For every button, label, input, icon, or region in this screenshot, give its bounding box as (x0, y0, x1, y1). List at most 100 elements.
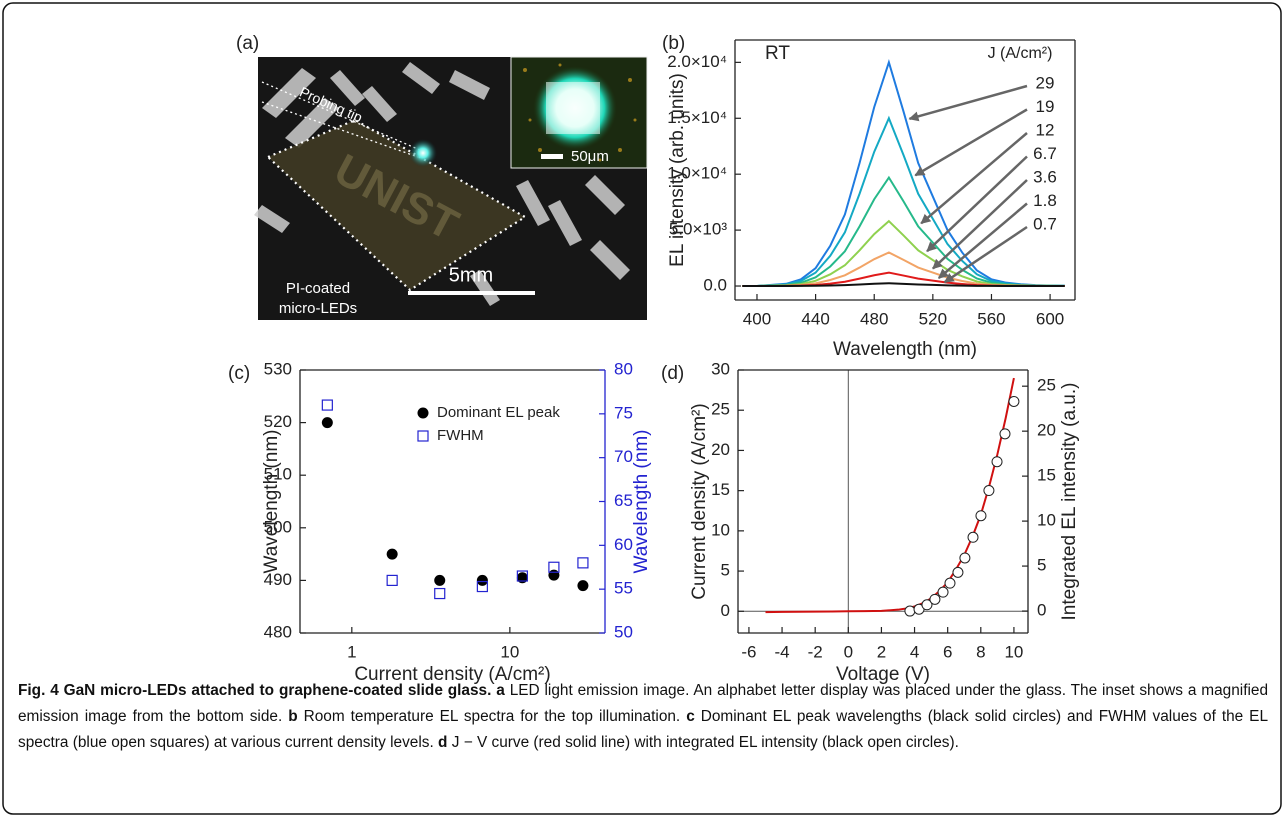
data-point (386, 548, 398, 560)
series-line (742, 251, 1065, 288)
y2-tick-label: 60 (614, 535, 633, 554)
y-tick-label: 25 (711, 400, 730, 419)
caption-label: a (496, 682, 505, 699)
legend-marker (417, 407, 429, 419)
x-tick-label: 6 (943, 642, 952, 661)
data-point (904, 605, 916, 617)
data-point (577, 580, 589, 592)
y-tick-label: 480 (264, 622, 292, 641)
x-tick-label: 400 (743, 309, 771, 328)
data-point (937, 586, 949, 598)
data-point (516, 570, 528, 582)
data-point (516, 572, 528, 584)
data-point (991, 456, 1003, 468)
y-tick-label: 15 (711, 480, 730, 499)
data-point (952, 566, 964, 578)
y-axis-label: Current density (A/cm²) (689, 403, 710, 599)
data-point (577, 557, 589, 569)
legend-arrow (943, 225, 1028, 284)
caption-text: LED light emission image. An alphabet le… (18, 682, 1269, 725)
y-tick-label: 0.0 (703, 276, 727, 295)
data-point (1008, 395, 1020, 407)
y2-tick-label: 0 (1037, 601, 1046, 620)
y2-axis-label: Integrated EL intensity (a.u.) (1059, 383, 1080, 621)
y-tick-label: 2.0×10⁴ (667, 52, 727, 71)
y2-axis-label: Wavelength (nm) (631, 430, 652, 574)
caption-text: Dominant EL peak wavelengths (black soli… (18, 708, 1269, 751)
legend-label: 3.6 (1033, 167, 1057, 186)
y2-tick-label: 55 (614, 579, 633, 598)
data-point (921, 599, 933, 611)
data-point (434, 574, 446, 586)
legend-label: Dominant EL peak (437, 404, 560, 421)
y-axis-label: EL intensity (arb. units) (667, 73, 688, 267)
x-tick-label: -6 (741, 642, 756, 661)
y-tick-label: 1.5×10⁴ (667, 108, 727, 127)
y2-tick-label: 15 (1037, 466, 1056, 485)
y2-tick-label: 70 (614, 447, 633, 466)
x-tick-label: 520 (919, 309, 947, 328)
x-tick-label: 4 (910, 642, 919, 661)
y-axis-label: Wavelength (nm) (261, 430, 282, 574)
data-point (929, 593, 941, 605)
x-tick-label: 0 (844, 642, 853, 661)
scale-bar-label: 50μm (571, 148, 609, 165)
y2-tick-label: 75 (614, 403, 633, 422)
y2-tick-label: 25 (1037, 376, 1056, 395)
legend-arrow (920, 132, 1028, 225)
y-tick-label: 30 (711, 359, 730, 378)
series-line (742, 59, 1065, 288)
y2-tick-label: 20 (1037, 421, 1056, 440)
caption: Fig. 4 GaN micro-LEDs attached to graphe… (18, 678, 1268, 756)
series-line (765, 377, 1015, 614)
legend-label: 0.7 (1033, 214, 1057, 233)
legend-label: 29 (1036, 73, 1055, 92)
data-point (944, 577, 956, 589)
x-axis-label: Wavelength (nm) (833, 339, 977, 360)
series-line (742, 175, 1065, 288)
data-point (975, 510, 987, 522)
x-tick-label: 8 (976, 642, 985, 661)
x-tick-label: -2 (808, 642, 823, 661)
y2-tick-label: 80 (614, 359, 633, 378)
x-axis-label: Voltage (V) (836, 664, 930, 685)
y-tick-label: 1.0×10⁴ (667, 164, 727, 183)
y-tick-label: 5.0×10³ (669, 220, 727, 239)
x-tick-label: 560 (977, 309, 1005, 328)
photo-annotation: PI-coated (286, 280, 350, 297)
y-tick-label: 5 (721, 561, 730, 580)
caption-label: b (288, 708, 298, 725)
data-point (476, 574, 488, 586)
y-tick-label: 20 (711, 440, 730, 459)
caption-title: Fig. 4 GaN micro-LEDs attached to graphe… (18, 682, 492, 699)
x-tick-label: -4 (774, 642, 789, 661)
x-tick-label: 10 (500, 642, 519, 661)
x-tick-label: 10 (1004, 642, 1023, 661)
y2-tick-label: 5 (1037, 556, 1046, 575)
photo-annotation: micro-LEDs (279, 300, 357, 317)
panel-label: (b) (662, 33, 685, 54)
caption-text: J − V curve (red solid line) with integr… (451, 734, 959, 751)
caption-text: Room temperature EL spectra for the top … (303, 708, 681, 725)
caption-label: c (686, 708, 695, 725)
y-tick-label: 490 (264, 570, 292, 589)
data-point (321, 399, 333, 411)
y-tick-label: 0 (721, 601, 730, 620)
panel-label: (d) (661, 363, 684, 384)
x-tick-label: 600 (1036, 309, 1064, 328)
legend-arrow (937, 202, 1028, 280)
data-point (386, 574, 398, 587)
y2-tick-label: 10 (1037, 511, 1056, 530)
data-point (476, 580, 488, 593)
data-point (434, 587, 446, 600)
legend-label: 1.8 (1033, 191, 1057, 210)
x-tick-label: 480 (860, 309, 888, 328)
caption-label: d (438, 734, 448, 751)
data-point (548, 569, 560, 581)
photo: UNIST (254, 56, 648, 320)
legend-title: J (A/cm²) (988, 45, 1053, 62)
x-tick-label: 1 (347, 642, 356, 661)
